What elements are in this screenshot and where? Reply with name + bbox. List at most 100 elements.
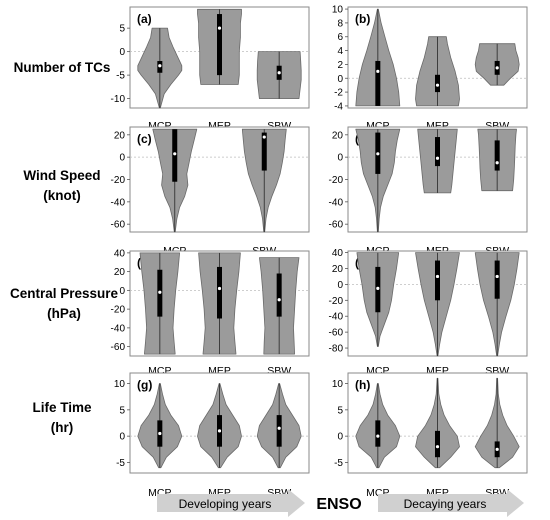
y-tick-label: 0 [119,286,125,297]
y-tick-label: 0 [337,432,343,443]
y-tick-label: -5 [116,458,125,469]
developing-years-label: Developing years [179,497,272,511]
violin-sbw: SBW [259,257,300,377]
violin-median [262,135,266,139]
row-label-line2: (hPa) [47,306,81,321]
y-tick-label: -20 [111,175,126,186]
panel-label: (a) [137,12,152,26]
violin-iqr-box [435,430,440,458]
violin-iqr-box [276,415,282,447]
y-tick-label: 2 [337,60,343,71]
violin-mcp: MCP [139,252,180,377]
row-label-wind-speed: Wind Speed (knot) [23,168,100,203]
violin-mep: MEP [198,252,241,377]
violin-iqr-box [217,14,222,76]
violin-median [158,431,162,436]
violin-mep: MEP [197,8,242,132]
violin-iqr-box [172,129,178,182]
y-tick-label: -40 [329,197,344,208]
decaying-years-label: Decaying years [404,497,487,511]
violin-median [376,286,380,290]
y-tick-label: -10 [111,94,126,105]
violin-iqr-box [435,74,440,93]
y-tick-label: 10 [114,379,126,390]
y-tick-label: 20 [114,130,126,141]
developing-arrow [157,489,305,517]
violin-median [217,286,222,291]
violin-median [435,445,440,449]
y-tick-label: -2 [334,88,343,99]
y-tick-label: -5 [116,71,125,82]
y-tick-label: -40 [111,323,126,334]
violin-panel: -10-505(a)MCP MEP SBW [111,6,310,132]
violin-iqr-box [217,266,222,319]
y-tick-label: -60 [111,220,126,231]
y-tick-label: -60 [329,328,344,339]
y-tick-label: 10 [332,379,344,390]
y-tick-label: 6 [337,32,343,43]
violin-iqr-box [435,260,440,301]
y-tick-label: 5 [119,24,125,35]
violin-median [277,298,281,302]
y-tick-label: 0 [337,280,343,291]
panel-label: (c) [137,132,152,146]
y-tick-label: 4 [337,46,343,57]
y-tick-label: -20 [111,305,126,316]
y-tick-label: 40 [114,248,126,259]
violin-iqr-box [494,140,500,171]
violin-iqr-box [261,132,267,171]
row-label-line2: (hr) [51,420,74,435]
violin-median [217,26,222,30]
y-tick-label: 20 [332,264,344,275]
violin-iqr-box [375,60,381,106]
y-tick-label: 20 [332,130,344,141]
y-tick-label: 8 [337,18,343,29]
decaying-arrow [378,489,524,517]
violin-median [435,83,440,87]
y-tick-label: 40 [332,248,344,259]
violin-median [158,64,162,68]
violin-median [376,69,380,73]
y-tick-label: 5 [337,405,343,416]
y-tick-label: 0 [337,74,343,85]
row-label-life-time: Life Time (hr) [32,400,92,435]
y-tick-label: 5 [119,405,125,416]
y-tick-label: 0 [119,47,125,58]
y-tick-label: -60 [111,342,126,353]
violin-iqr-box [494,260,500,299]
violin-iqr-box [375,420,381,447]
y-tick-label: -20 [329,175,344,186]
y-tick-label: -80 [329,344,344,355]
enso-label: ENSO [316,496,361,513]
violin-median [217,429,222,433]
row-label-central-pressure: Central Pressure (hPa) [10,286,119,321]
row-label-number-of-tcs: Number of TCs [14,60,111,75]
y-tick-label: 20 [114,267,126,278]
y-tick-label: 10 [332,5,344,16]
violin-median [495,161,499,165]
y-tick-label: -60 [329,220,344,231]
footer: Developing years ENSO Decaying years [157,489,524,517]
row-label-line1: Central Pressure [10,286,119,301]
row-label-line1: Life Time [32,400,92,415]
y-tick-label: -4 [334,101,343,112]
violin-median [158,290,162,294]
panel-label: (h) [355,378,370,392]
panel-label: (g) [137,378,152,392]
violin-iqr-box [276,273,282,317]
y-tick-label: -20 [329,296,344,307]
violin-median [435,156,440,160]
violin-mcp: MCP [137,383,183,499]
violin-mep: MEP [415,377,460,499]
violin-median [495,447,499,451]
y-tick-label: -40 [111,197,126,208]
violin-median [277,426,281,430]
panel-label: (b) [355,12,370,26]
